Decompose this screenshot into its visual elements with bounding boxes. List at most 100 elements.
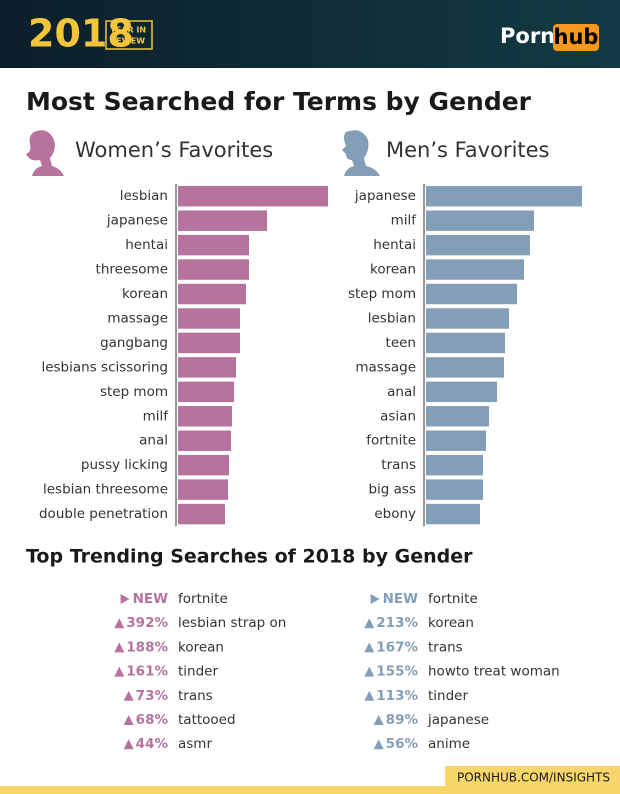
change: 188% (126, 639, 168, 655)
up-arrow (123, 715, 134, 725)
change: 44% (136, 736, 169, 752)
bar (426, 503, 480, 525)
category-label: japanese (354, 188, 416, 204)
bar (426, 357, 504, 378)
category-label: korean (370, 262, 416, 278)
bar (426, 283, 517, 305)
category-label: asian (380, 408, 416, 424)
up-arrow (364, 666, 375, 677)
bar (178, 430, 231, 451)
brand-box (553, 24, 599, 51)
category-label: lesbian (368, 310, 416, 326)
category-label: ebony (374, 506, 416, 522)
category-label: massage (355, 359, 416, 375)
term: korean (178, 639, 224, 655)
bar (426, 259, 524, 280)
bar (426, 332, 505, 354)
category-label: anal (387, 384, 416, 400)
header-band (0, 0, 620, 68)
up-arrow (114, 642, 125, 653)
bar (178, 479, 228, 500)
term: trans (428, 639, 463, 655)
term: fortnite (428, 591, 478, 607)
footer-tab (445, 766, 620, 788)
category-label: milf (143, 408, 170, 424)
bar (178, 406, 232, 427)
term: lesbian strap on (178, 615, 286, 631)
bar (426, 210, 534, 231)
chart-title: Women’s Favorites (75, 138, 273, 162)
category-label: teen (386, 335, 416, 351)
category-label: hentai (373, 237, 416, 253)
year: 2018 (28, 12, 134, 56)
category-label: pussy licking (81, 457, 168, 473)
term: tinder (178, 664, 218, 680)
change: 167% (376, 639, 418, 655)
term: anime (428, 736, 470, 752)
brand: Porn (500, 24, 555, 48)
up-arrow (364, 642, 375, 653)
category-label: anal (139, 433, 168, 449)
change: 73% (136, 688, 169, 704)
change: 89% (386, 712, 419, 728)
change: 56% (386, 736, 419, 752)
category-label: lesbians scissoring (41, 359, 168, 375)
badge-line: REVIEW (110, 37, 145, 46)
bar (426, 381, 497, 403)
term: trans (178, 688, 213, 704)
bar (426, 454, 483, 476)
bar (178, 381, 234, 403)
up-arrow (114, 618, 125, 629)
category-label: korean (122, 286, 168, 302)
change: 155% (376, 664, 418, 680)
new-arrow (120, 594, 130, 604)
category-label: gangbang (100, 335, 168, 351)
section-title: Top Trending Searches of 2018 by Gender (26, 546, 473, 568)
men-icon (342, 130, 380, 176)
term: fortnite (178, 591, 228, 607)
term: japanese (427, 712, 489, 728)
category-label: lesbian (120, 188, 168, 204)
category-label: big ass (368, 482, 416, 498)
bar (178, 186, 328, 207)
change: 213% (376, 615, 418, 631)
change: 113% (376, 688, 418, 704)
footer: PORNHUB.COM/INSIGHTS (457, 771, 610, 785)
category-label: step mom (348, 286, 416, 302)
change: NEW (133, 591, 169, 607)
category-label: lesbian threesome (43, 482, 168, 498)
bar (178, 210, 267, 231)
term: howto treat woman (428, 664, 560, 680)
bar (178, 454, 229, 476)
up-arrow (373, 739, 384, 750)
bar (426, 430, 486, 451)
bar (178, 357, 236, 378)
bar (178, 283, 246, 305)
category-label: japanese (106, 213, 168, 229)
bar (178, 259, 249, 280)
bar (426, 308, 509, 329)
up-arrow (123, 739, 134, 750)
change: 161% (126, 664, 168, 680)
category-label: fortnite (366, 433, 416, 449)
bar (178, 308, 240, 329)
bar (426, 406, 489, 427)
up-arrow (364, 690, 375, 701)
badge-line: YEAR IN (109, 26, 146, 35)
category-label: massage (107, 310, 168, 326)
badge-box (105, 20, 153, 50)
term: asmr (178, 736, 212, 752)
category-label: threesome (96, 262, 168, 278)
chart-title: Men’s Favorites (386, 138, 550, 162)
category-label: hentai (125, 237, 168, 253)
category-label: milf (391, 213, 418, 229)
bar (426, 186, 582, 207)
category-label: step mom (100, 384, 168, 400)
bar (178, 332, 240, 354)
term: tinder (428, 688, 468, 704)
change: 68% (136, 712, 169, 728)
up-arrow (123, 690, 134, 701)
footer-band (0, 786, 620, 794)
